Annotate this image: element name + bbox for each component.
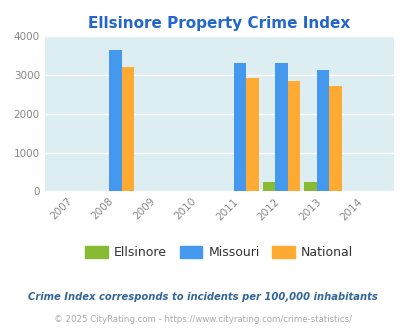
Text: © 2025 CityRating.com - https://www.cityrating.com/crime-statistics/: © 2025 CityRating.com - https://www.city… bbox=[54, 315, 351, 324]
Bar bbox=[304, 182, 316, 191]
Title: Ellsinore Property Crime Index: Ellsinore Property Crime Index bbox=[88, 16, 350, 31]
Bar bbox=[316, 70, 328, 191]
Text: Crime Index corresponds to incidents per 100,000 inhabitants: Crime Index corresponds to incidents per… bbox=[28, 292, 377, 302]
Bar bbox=[109, 50, 121, 191]
Bar bbox=[262, 182, 275, 191]
Legend: Ellsinore, Missouri, National: Ellsinore, Missouri, National bbox=[80, 241, 357, 264]
Bar bbox=[328, 86, 341, 191]
Bar bbox=[287, 81, 300, 191]
Bar bbox=[275, 63, 287, 191]
Bar bbox=[246, 78, 258, 191]
Bar bbox=[233, 63, 246, 191]
Bar bbox=[121, 67, 134, 191]
